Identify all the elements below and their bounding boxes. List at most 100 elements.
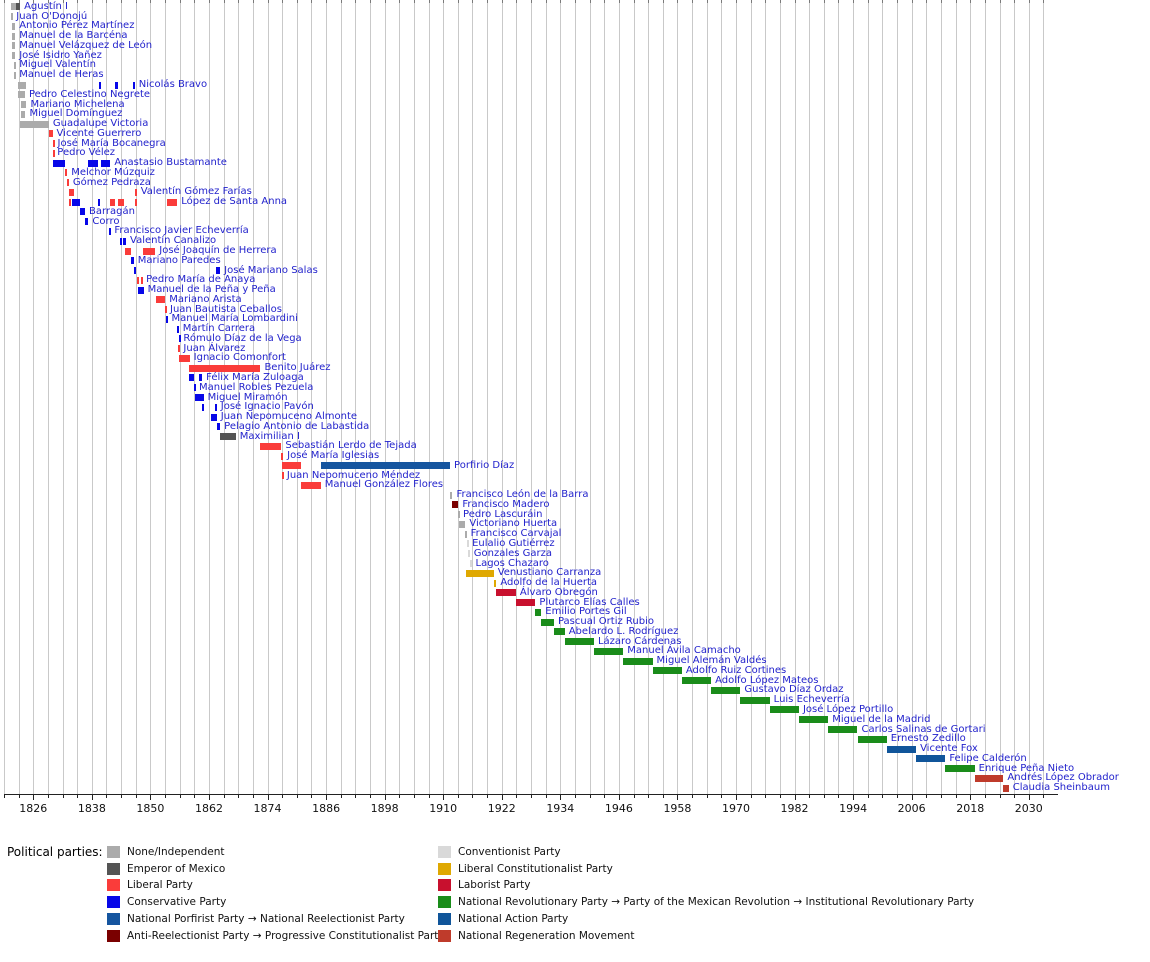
legend-color-swatch <box>107 862 120 875</box>
gridline <box>750 0 752 794</box>
gridline <box>311 0 313 794</box>
axis-tick <box>926 795 928 798</box>
axis-tick <box>838 795 840 798</box>
term-bar <box>623 657 653 665</box>
top-tick <box>867 0 869 3</box>
top-tick <box>77 0 79 3</box>
gridline <box>150 0 152 794</box>
term-bar <box>155 296 166 304</box>
term-bar <box>828 726 858 734</box>
top-tick <box>765 0 767 3</box>
gridline <box>33 0 35 794</box>
legend-color-swatch <box>107 879 120 892</box>
axis-year-label: 1982 <box>780 802 809 815</box>
gridline <box>326 0 328 794</box>
axis-tick <box>779 795 781 798</box>
gridline <box>179 0 181 794</box>
president-name: Ernesto Zedillo <box>890 733 966 745</box>
president-name: Adolfo López Mateos <box>715 674 819 686</box>
gridline <box>1014 0 1016 794</box>
axis-tick <box>135 795 137 798</box>
axis-tick <box>574 795 576 798</box>
gridline <box>501 0 503 794</box>
gridline <box>77 0 79 794</box>
president-name: Manuel de la Barcéna <box>19 30 128 42</box>
president-name: Claudia Sheinbaum <box>1012 782 1110 794</box>
axis-tick <box>18 795 20 798</box>
axis-tick <box>106 795 108 798</box>
legend-color-swatch <box>438 929 451 942</box>
gridline <box>165 0 167 794</box>
term-bar <box>120 237 123 245</box>
axis-tick <box>648 795 650 798</box>
axis-tick <box>77 795 79 798</box>
gridline <box>853 0 855 794</box>
top-tick <box>340 0 342 3</box>
term-bar <box>711 686 741 694</box>
president-name: Martín Carrera <box>182 323 256 335</box>
axis-tick <box>370 795 371 798</box>
top-tick <box>428 0 430 3</box>
top-tick <box>179 0 181 3</box>
president-name: José María Bocanegra <box>57 137 166 149</box>
president-name: Abelardo L. Rodríguez <box>568 625 679 637</box>
term-bar <box>21 101 27 109</box>
axis-year-label: 1886 <box>312 802 341 815</box>
axis-tick <box>1014 795 1016 798</box>
president-name: Manuel Velázquez de León <box>19 39 153 51</box>
top-tick <box>165 0 167 3</box>
gridline <box>706 0 708 794</box>
top-tick <box>911 0 913 3</box>
legend-party-label: National Porfirist Party → National Reel… <box>127 912 405 925</box>
president-name: Manuel Robles Pezuela <box>199 381 314 393</box>
axis-tick <box>604 795 606 798</box>
term-bar <box>99 81 102 89</box>
axis-tick <box>809 795 811 798</box>
term-bar <box>130 257 134 265</box>
gridline <box>984 0 986 794</box>
term-bar <box>465 530 468 538</box>
president-name: Gómez Pedraza <box>72 176 151 188</box>
term-bar <box>21 110 26 118</box>
gridline <box>282 0 284 794</box>
gridline <box>1043 0 1045 794</box>
president-name: Pedro Celestino Negrete <box>28 88 151 100</box>
gridline <box>4 0 5 794</box>
axis-tick <box>867 795 869 798</box>
term-bar <box>13 61 16 69</box>
axis-year-label: 1970 <box>722 802 750 815</box>
president-name: José Joaquín de Herrera <box>159 245 277 257</box>
term-bar <box>798 716 829 724</box>
axis-tick <box>589 795 591 798</box>
top-tick <box>750 0 752 3</box>
term-bar <box>194 394 204 401</box>
term-bar <box>133 81 136 89</box>
term-bar <box>202 403 205 411</box>
president-name: Miguel Domínguez <box>29 108 123 120</box>
top-tick <box>472 0 474 3</box>
president-name: Lagos Chazaro <box>475 557 549 569</box>
term-bar <box>12 42 16 50</box>
term-bar <box>681 677 712 685</box>
gridline <box>736 0 737 794</box>
president-name: Benito Juárez <box>264 362 331 374</box>
president-name: Miguel de la Madrid <box>832 713 931 725</box>
president-name: Manuel Ávila Camacho <box>627 645 741 657</box>
president-name: Eulalio Gutiérrez <box>472 537 555 549</box>
axis-tick <box>252 795 254 798</box>
top-tick <box>106 0 108 3</box>
plot-area: Agustín I Juan O'Donojú Antonio Pérez Mart… <box>4 0 1119 794</box>
axis-tick <box>340 795 342 798</box>
term-bar <box>133 267 136 275</box>
president-name: López de Santa Anna <box>181 196 288 208</box>
top-tick <box>999 0 1001 3</box>
top-tick <box>1028 0 1030 3</box>
term-bar <box>65 169 68 177</box>
axis-tick <box>165 795 167 798</box>
axis-tick <box>457 795 459 798</box>
gridline <box>531 0 533 794</box>
legend-party-label: Liberal Constitutionalist Party <box>458 862 613 875</box>
term-bar <box>974 774 1004 782</box>
term-bar <box>10 3 16 11</box>
top-tick <box>838 0 840 3</box>
